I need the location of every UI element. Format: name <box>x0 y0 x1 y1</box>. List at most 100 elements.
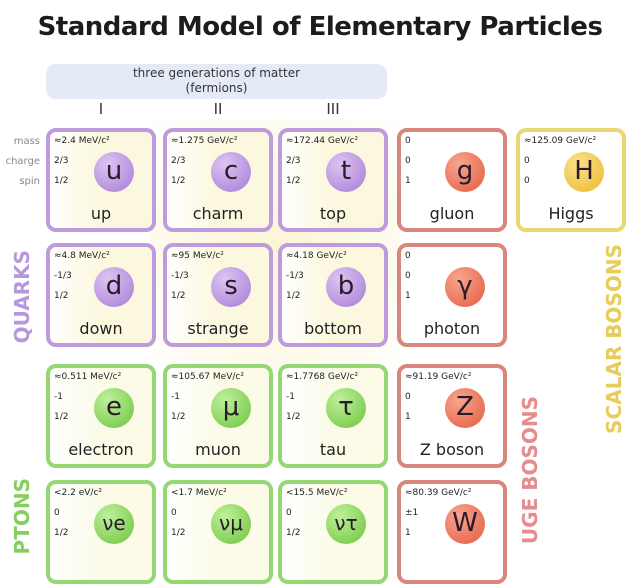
particle-symbol: b <box>326 267 366 307</box>
generation-2-label: II <box>213 100 223 118</box>
spin-row-label: spin <box>19 176 40 187</box>
gauge-bosons-label: UGE BOSONS <box>518 396 542 545</box>
charge-value: 0 <box>405 156 411 166</box>
particle-name: photon <box>423 319 481 338</box>
spin-value: 1/2 <box>54 176 69 186</box>
particle-name: Higgs <box>548 204 594 223</box>
spin-value: 0 <box>524 176 530 186</box>
particle-symbol: μ <box>211 388 251 428</box>
particle-name: strange <box>187 319 249 338</box>
particle-card: ≈91.19 GeV/c² 0 1 Z Z boson <box>397 364 507 468</box>
particle-name: tau <box>319 440 347 459</box>
charge-value: 2/3 <box>286 156 301 166</box>
particle-card: ≈95 MeV/c² -1/3 1/2 s strange <box>163 243 273 347</box>
spin-value: 1/2 <box>286 176 301 186</box>
particle-name: down <box>79 319 123 338</box>
spin-value: 1 <box>405 176 411 186</box>
mass-row-label: mass <box>13 136 40 147</box>
mass-value: ≈172.44 GeV/c² <box>286 136 359 146</box>
particle-card: ≈80.39 GeV/c² ±1 1 W <box>397 480 507 584</box>
mass-value: ≈4.8 MeV/c² <box>54 251 110 261</box>
particle-card: ≈105.67 MeV/c² -1 1/2 μ muon <box>163 364 273 468</box>
particle-name: muon <box>195 440 241 459</box>
particle-card: <1.7 MeV/c² 0 1/2 νμ <box>163 480 273 584</box>
mass-value: <15.5 MeV/c² <box>286 488 348 498</box>
particle-card: ≈4.18 GeV/c² -1/3 1/2 b bottom <box>278 243 388 347</box>
charge-value: 2/3 <box>171 156 186 166</box>
particle-symbol: g <box>445 152 485 192</box>
charge-value: 0 <box>286 508 292 518</box>
generation-1-label: I <box>98 100 104 118</box>
particle-symbol: H <box>564 152 604 192</box>
spin-value: 1/2 <box>286 291 301 301</box>
spin-value: 1/2 <box>54 412 69 422</box>
particle-symbol: c <box>211 152 251 192</box>
particle-symbol: Z <box>445 388 485 428</box>
mass-value: 0 <box>405 136 411 146</box>
spin-value: 1/2 <box>171 528 186 538</box>
particle-symbol: νμ <box>211 504 251 544</box>
spin-value: 1/2 <box>171 291 186 301</box>
charge-value: -1/3 <box>171 271 189 281</box>
particle-symbol: ντ <box>326 504 366 544</box>
spin-value: 1/2 <box>171 176 186 186</box>
charge-value: ±1 <box>405 508 419 518</box>
particle-name: up <box>90 204 112 223</box>
particle-card: ≈125.09 GeV/c² 0 0 H Higgs <box>516 128 626 232</box>
mass-value: ≈1.7768 GeV/c² <box>286 372 359 382</box>
charge-value: 0 <box>524 156 530 166</box>
charge-value: -1/3 <box>54 271 72 281</box>
particle-symbol: νe <box>94 504 134 544</box>
charge-value: 0 <box>405 271 411 281</box>
particle-card: ≈4.8 MeV/c² -1/3 1/2 d down <box>46 243 156 347</box>
particle-symbol: γ <box>445 267 485 307</box>
leptons-label: PTONS <box>10 478 34 555</box>
charge-value: -1 <box>171 392 180 402</box>
charge-value: -1 <box>54 392 63 402</box>
particle-card: ≈2.4 MeV/c² 2/3 1/2 u up <box>46 128 156 232</box>
spin-value: 1/2 <box>286 528 301 538</box>
particle-name: top <box>319 204 347 223</box>
particle-card: ≈0.511 MeV/c² -1 1/2 e electron <box>46 364 156 468</box>
particle-card: 0 0 1 γ photon <box>397 243 507 347</box>
mass-value: <2.2 eV/c² <box>54 488 102 498</box>
charge-value: 2/3 <box>54 156 69 166</box>
charge-row-label: charge <box>5 156 40 167</box>
particle-name: Z boson <box>419 440 485 459</box>
particle-symbol: u <box>94 152 134 192</box>
spin-value: 1/2 <box>286 412 301 422</box>
spin-value: 1/2 <box>54 528 69 538</box>
particle-card: <2.2 eV/c² 0 1/2 νe <box>46 480 156 584</box>
mass-value: ≈2.4 MeV/c² <box>54 136 110 146</box>
particle-symbol: τ <box>326 388 366 428</box>
charge-value: -1/3 <box>286 271 304 281</box>
mass-value: <1.7 MeV/c² <box>171 488 227 498</box>
mass-value: ≈95 MeV/c² <box>171 251 224 261</box>
spin-value: 1 <box>405 528 411 538</box>
charge-value: 0 <box>405 392 411 402</box>
particle-card: <15.5 MeV/c² 0 1/2 ντ <box>278 480 388 584</box>
mass-value: ≈4.18 GeV/c² <box>286 251 347 261</box>
charge-value: 0 <box>54 508 60 518</box>
charge-value: -1 <box>286 392 295 402</box>
particle-name: charm <box>192 204 244 223</box>
particle-symbol: s <box>211 267 251 307</box>
spin-value: 1 <box>405 412 411 422</box>
page-title: Standard Model of Elementary Particles <box>37 12 603 42</box>
particle-name: bottom <box>304 319 362 338</box>
fermions-banner: three generations of matter (fermions) <box>46 64 387 99</box>
mass-value: 0 <box>405 251 411 261</box>
mass-value: ≈125.09 GeV/c² <box>524 136 597 146</box>
particle-symbol: d <box>94 267 134 307</box>
particle-card: 0 0 1 g gluon <box>397 128 507 232</box>
scalar-bosons-label: SCALAR BOSONS <box>602 244 626 434</box>
particle-symbol: W <box>445 504 485 544</box>
spin-value: 1 <box>405 291 411 301</box>
spin-value: 1/2 <box>54 291 69 301</box>
banner-line-1: three generations of matter <box>132 66 301 80</box>
particle-symbol: e <box>94 388 134 428</box>
mass-value: ≈91.19 GeV/c² <box>405 372 472 382</box>
mass-value: ≈1.275 GeV/c² <box>171 136 238 146</box>
mass-value: ≈105.67 MeV/c² <box>171 372 244 382</box>
particle-card: ≈1.7768 GeV/c² -1 1/2 τ tau <box>278 364 388 468</box>
